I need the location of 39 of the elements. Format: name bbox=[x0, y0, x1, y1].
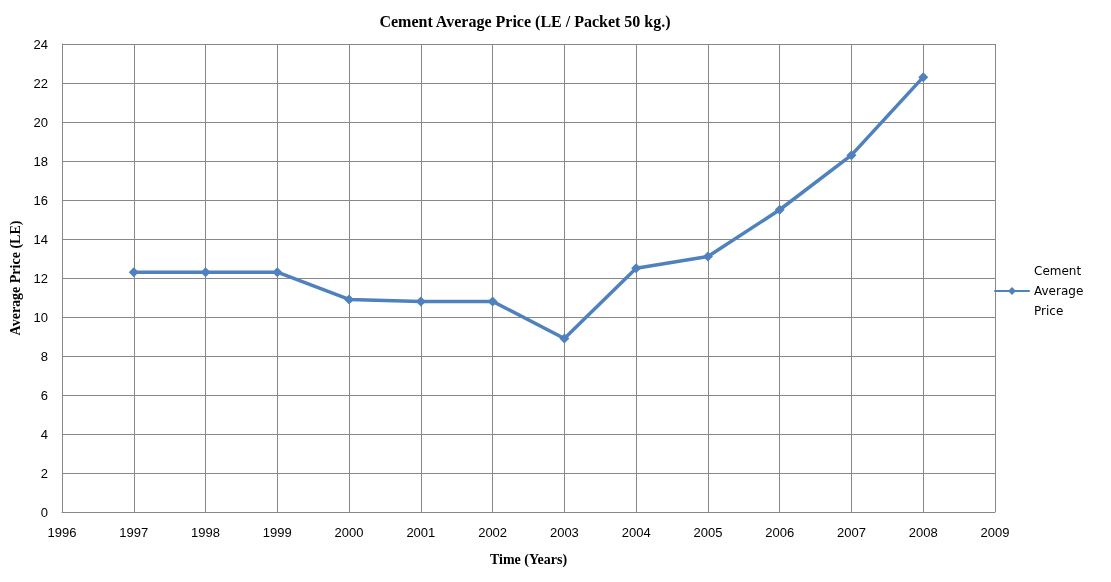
x-tick-label: 1999 bbox=[262, 525, 292, 540]
x-tick-label: 2003 bbox=[549, 525, 579, 540]
chart-title: Cement Average Price (LE / Packet 50 kg.) bbox=[379, 12, 671, 31]
y-tick-label: 8 bbox=[40, 348, 48, 364]
x-tick-label: 2004 bbox=[621, 525, 651, 540]
point bbox=[702, 251, 713, 262]
point bbox=[272, 267, 283, 278]
y-tick-label: 10 bbox=[33, 309, 48, 325]
x-tick-label: 2001 bbox=[406, 525, 436, 540]
x-tick-label: 2005 bbox=[693, 525, 723, 540]
y-tick-label: 20 bbox=[33, 114, 48, 130]
x-tick-label: 2002 bbox=[478, 525, 508, 540]
point bbox=[774, 204, 785, 215]
y-tick-label: 0 bbox=[40, 504, 48, 520]
y-tick-label: 4 bbox=[40, 426, 48, 442]
x-tick-label: 1997 bbox=[119, 525, 149, 540]
y-tick-label: 22 bbox=[33, 75, 48, 91]
x-tick-label: 2007 bbox=[837, 525, 866, 540]
point bbox=[128, 267, 139, 278]
x-tick-label: 2006 bbox=[765, 525, 795, 540]
legend-label: Cement Average Price bbox=[1034, 264, 1088, 318]
x-tick-label: 2009 bbox=[980, 525, 1010, 540]
x-tick-label: 2000 bbox=[334, 525, 364, 540]
y-tick-label: 12 bbox=[33, 270, 48, 286]
x-axis-title: Time (Years) bbox=[489, 551, 568, 568]
point bbox=[631, 263, 642, 274]
y-axis-title: Average Price (LE) bbox=[7, 220, 24, 336]
y-tick-label: 6 bbox=[40, 387, 48, 403]
point bbox=[559, 333, 570, 344]
y-tick-label: 2 bbox=[40, 465, 48, 481]
y-tick-label: 18 bbox=[33, 153, 48, 169]
point bbox=[918, 72, 929, 83]
point bbox=[846, 150, 857, 161]
y-tick-label: 24 bbox=[33, 36, 48, 52]
x-tick-label: 1996 bbox=[47, 525, 77, 540]
y-tick-label: 16 bbox=[33, 192, 48, 208]
x-tick-label: 1998 bbox=[191, 525, 220, 540]
x-tick-label: 2008 bbox=[908, 525, 938, 540]
y-tick-label: 14 bbox=[33, 231, 48, 247]
